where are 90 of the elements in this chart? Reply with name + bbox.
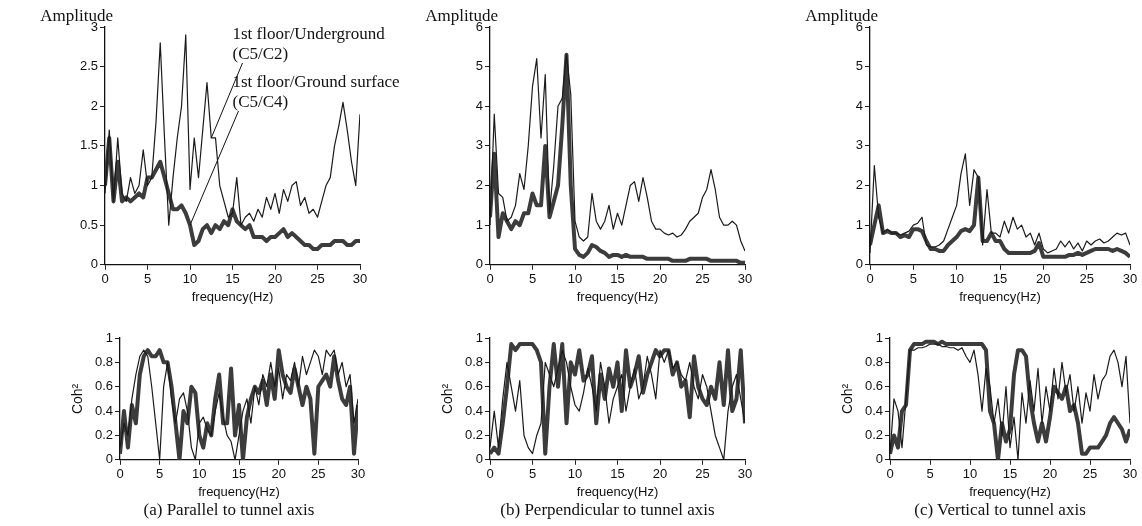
y-tick-label: 1 xyxy=(475,329,483,345)
y-tick-label: 0.4 xyxy=(864,402,883,418)
x-tick-label: 10 xyxy=(567,271,583,287)
y-tick-label: 0.5 xyxy=(79,216,98,232)
y-tick-label: 1 xyxy=(855,216,863,232)
y-tick-label: 0 xyxy=(475,451,483,467)
x-tick-label: 20 xyxy=(267,271,283,287)
x-tick-label: 15 xyxy=(992,271,1008,287)
series-label: 1st floor/Underground (C5/C2) xyxy=(232,24,386,63)
x-tick-label: 5 xyxy=(528,466,537,482)
y-tick-label: 0 xyxy=(90,256,98,272)
x-tick-label: 20 xyxy=(1036,271,1051,287)
x-tick-label: 25 xyxy=(695,271,710,287)
y-tick-label: 1 xyxy=(90,177,98,193)
text: 1st floor/Ground surface (C5/C4) xyxy=(232,72,400,111)
x-tick-label: 5 xyxy=(156,466,164,482)
y-tick-label: 0 xyxy=(875,451,883,467)
y-tick-label: 3 xyxy=(855,137,863,153)
y-tick-label: 2 xyxy=(475,177,483,193)
x-tick-label: 15 xyxy=(610,466,625,482)
x-tick-label: 15 xyxy=(225,271,240,287)
x-tick-label: 15 xyxy=(1002,466,1018,482)
y-tick-label: 1.5 xyxy=(79,137,98,153)
text: (c) Vertical to tunnel axis xyxy=(913,500,1087,520)
y-tick-label: 4 xyxy=(855,97,863,113)
y-tick-label: 1 xyxy=(105,329,113,345)
x-tick-label: 0 xyxy=(886,466,894,482)
x-tick-label: 10 xyxy=(182,271,198,287)
y-tick-label: 1 xyxy=(875,329,883,345)
x-tick-label: 0 xyxy=(486,466,494,482)
x-tick-label: 30 xyxy=(1122,466,1138,482)
y-tick-label: 0.2 xyxy=(94,427,113,443)
x-tick-label: 0 xyxy=(486,271,494,287)
text: (b) Perpendicular to tunnel axis xyxy=(499,500,716,520)
x-tick-label: 5 xyxy=(909,271,917,287)
x-tick-label: 30 xyxy=(1122,271,1138,287)
y-tick-label: 1 xyxy=(475,216,483,232)
x-tick-label: 5 xyxy=(926,466,934,482)
x-tick-label: 20 xyxy=(652,466,668,482)
x-axis-title: frequency(Hz) xyxy=(198,483,280,499)
x-tick-label: 25 xyxy=(310,271,325,287)
y-tick-label: 2.5 xyxy=(79,58,98,74)
y-tick-label: 2 xyxy=(90,97,98,113)
x-tick-label: 30 xyxy=(350,466,366,482)
x-tick-label: 10 xyxy=(192,466,207,482)
x-tick-label: 5 xyxy=(528,271,537,287)
x-tick-label: 20 xyxy=(1042,466,1058,482)
y-tick-label: 0.8 xyxy=(864,353,883,369)
x-tick-label: 30 xyxy=(352,271,368,287)
y-tick-label: 0.6 xyxy=(464,378,483,394)
x-axis-title: frequency(Hz) xyxy=(191,288,274,304)
x-tick-label: 30 xyxy=(737,271,753,287)
y-tick-label: 0.2 xyxy=(464,427,483,443)
x-tick-label: 10 xyxy=(567,466,583,482)
y-tick-label: 0.2 xyxy=(864,427,883,443)
y-tick-label: 0.4 xyxy=(464,402,483,418)
x-tick-label: 20 xyxy=(271,466,286,482)
x-tick-label: 25 xyxy=(1082,466,1098,482)
x-axis-title: frequency(Hz) xyxy=(576,483,659,499)
x-tick-label: 20 xyxy=(652,271,668,287)
y-axis-title: Coh² xyxy=(439,383,456,415)
y-tick-label: 4 xyxy=(475,97,483,113)
x-tick-label: 10 xyxy=(962,466,978,482)
x-axis-title: frequency(Hz) xyxy=(576,288,659,304)
y-tick-label: 3 xyxy=(475,137,483,153)
y-tick-label: 0.8 xyxy=(464,353,483,369)
y-tick-label: 0 xyxy=(105,451,113,467)
y-tick-label: 5 xyxy=(855,58,863,74)
y-tick-label: 0 xyxy=(475,256,483,272)
y-tick-label: 0.6 xyxy=(94,378,113,394)
y-tick-label: 2 xyxy=(855,177,863,193)
x-tick-label: 15 xyxy=(610,271,625,287)
x-tick-label: 25 xyxy=(311,466,326,482)
x-tick-label: 5 xyxy=(143,271,152,287)
y-axis-title: Coh² xyxy=(839,383,856,415)
x-axis-title: frequency(Hz) xyxy=(959,288,1041,304)
x-tick-label: 0 xyxy=(116,466,124,482)
x-tick-label: 25 xyxy=(695,466,710,482)
x-tick-label: 15 xyxy=(231,466,247,482)
y-tick-label: 0.4 xyxy=(94,402,113,418)
y-tick-label: 5 xyxy=(475,58,483,74)
y-axis-title: Coh² xyxy=(69,383,86,415)
x-tick-label: 25 xyxy=(1079,271,1094,287)
y-tick-label: 0.6 xyxy=(864,378,883,394)
y-tick-label: 0 xyxy=(855,256,863,272)
x-axis-title: frequency(Hz) xyxy=(969,483,1051,499)
x-tick-label: 10 xyxy=(949,271,964,287)
y-tick-label: 0.8 xyxy=(94,353,113,369)
text: (a) Parallel to tunnel axis xyxy=(142,500,316,520)
x-tick-label: 30 xyxy=(737,466,753,482)
